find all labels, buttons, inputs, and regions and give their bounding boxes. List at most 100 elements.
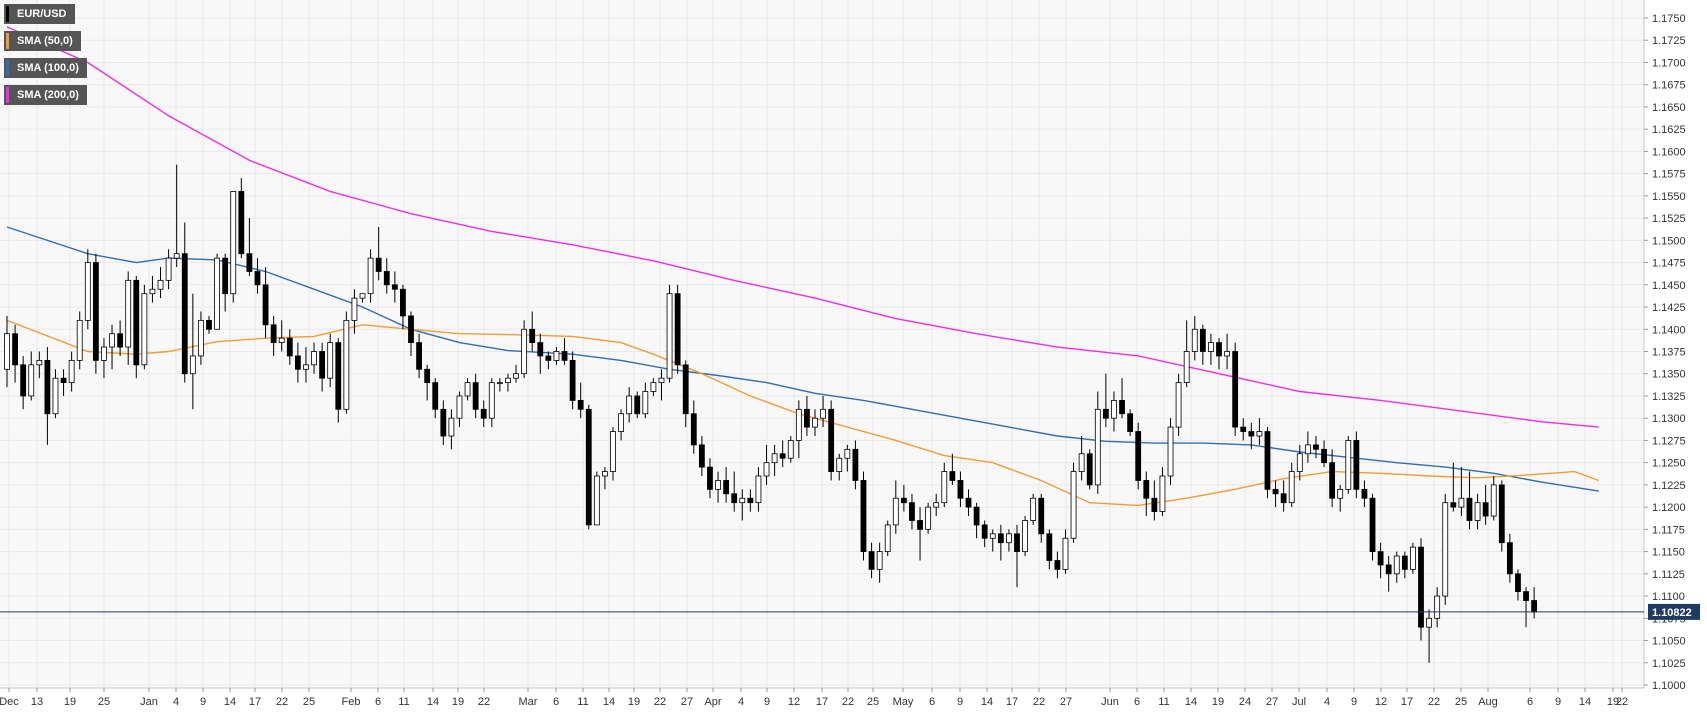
legend-item-sma-100[interactable]: SMA (100,0)	[4, 58, 87, 78]
candle-body-up	[1006, 533, 1012, 544]
candle-body-up	[149, 288, 156, 295]
candle-body-up	[626, 395, 633, 415]
candle-body-up	[771, 453, 778, 464]
candle-body-up	[1393, 555, 1400, 575]
candle-body-up	[666, 293, 673, 379]
candle-body-up	[165, 257, 172, 281]
candle-body-up	[1410, 546, 1416, 570]
candle	[1127, 409, 1134, 436]
candle	[214, 253, 220, 330]
candle-body-up	[820, 408, 826, 419]
legend-item-eurusd[interactable]: EUR/USD	[4, 4, 75, 24]
candle	[1151, 480, 1158, 521]
candle	[666, 284, 673, 383]
candle-body-up	[464, 382, 471, 397]
candle	[1337, 484, 1344, 512]
candle-body-down	[1280, 493, 1287, 504]
candle	[246, 218, 253, 276]
candle	[109, 324, 115, 370]
candle	[68, 351, 75, 392]
candle-body-up	[1022, 520, 1028, 552]
candle-body-down	[585, 408, 592, 526]
candle	[206, 315, 212, 334]
candle	[577, 382, 584, 419]
candle	[181, 222, 188, 383]
candle	[1304, 431, 1311, 463]
y-tick-label: 1.1725	[1652, 35, 1686, 47]
y-tick-label: 1.1650	[1652, 102, 1686, 114]
candle	[52, 369, 59, 419]
candle	[723, 467, 730, 503]
legend-label: SMA (200,0)	[17, 89, 79, 101]
candle-body-down	[1361, 488, 1368, 499]
candle-body-down	[1199, 328, 1206, 352]
candle	[351, 289, 358, 334]
candle	[997, 524, 1004, 561]
x-tick-label: 9	[1351, 696, 1357, 708]
candle	[795, 400, 802, 459]
x-tick-label: Dec	[0, 696, 19, 708]
candle	[1353, 431, 1360, 499]
candle-body-down	[1216, 342, 1222, 357]
candle	[448, 409, 455, 450]
candle-body-down	[117, 333, 124, 348]
x-tick-label: 25	[867, 696, 879, 708]
candle	[715, 471, 721, 503]
sma-200-line	[6, 26, 1599, 428]
candle	[1038, 493, 1045, 543]
candle	[4, 315, 10, 388]
candle	[755, 467, 762, 512]
grid	[0, 0, 1644, 688]
candle-body-up	[925, 506, 932, 530]
x-tick-label: 22	[478, 696, 490, 708]
candle	[1159, 467, 1166, 517]
candle	[149, 275, 156, 303]
x-tick-label: 25	[98, 696, 110, 708]
candle-body-down	[690, 413, 697, 446]
x-tick-label: 22	[1616, 696, 1628, 708]
candle	[626, 387, 633, 423]
candle-body-up	[1078, 453, 1085, 472]
candle	[739, 489, 746, 521]
candle-body-down	[1102, 408, 1109, 419]
candle-body-down	[1385, 564, 1392, 575]
candle-body-down	[1329, 462, 1336, 499]
candle-body-down	[133, 279, 140, 366]
candle-body-up	[84, 262, 91, 321]
candle	[157, 267, 164, 299]
price-tag	[1648, 603, 1700, 620]
candle-body-down	[1232, 351, 1239, 428]
x-tick-label: Apr	[704, 696, 721, 708]
candle	[1442, 493, 1449, 605]
candle	[262, 267, 269, 339]
candle	[1264, 427, 1271, 499]
legend-item-sma-200[interactable]: SMA (200,0)	[4, 85, 87, 105]
y-tick-label: 1.1575	[1652, 169, 1686, 181]
candle-body-down	[1264, 431, 1271, 490]
candle-body-down	[270, 324, 277, 344]
candle	[836, 453, 843, 481]
candle-body-down	[1506, 542, 1513, 575]
candle-body-down	[707, 466, 713, 490]
y-tick-label: 1.1400	[1652, 324, 1686, 336]
candle-body-up	[602, 471, 608, 477]
candle-body-up	[28, 364, 35, 397]
candle-body-up	[876, 551, 883, 570]
candle-body-down	[537, 342, 544, 357]
candle-body-down	[92, 262, 99, 361]
candle-body-up	[1062, 537, 1069, 570]
candle-body-up	[367, 257, 374, 295]
candle	[335, 338, 342, 423]
candle-body-up	[1224, 351, 1230, 357]
candle-body-down	[286, 337, 293, 357]
candle	[618, 409, 624, 441]
candle	[787, 435, 794, 463]
candle-body-up	[173, 253, 180, 259]
legend-item-sma-50[interactable]: SMA (50,0)	[4, 31, 81, 51]
candle-body-up	[1296, 453, 1303, 472]
candle	[1119, 378, 1125, 419]
candle	[133, 275, 140, 379]
candle	[1474, 493, 1481, 530]
candle-body-up	[941, 471, 948, 504]
